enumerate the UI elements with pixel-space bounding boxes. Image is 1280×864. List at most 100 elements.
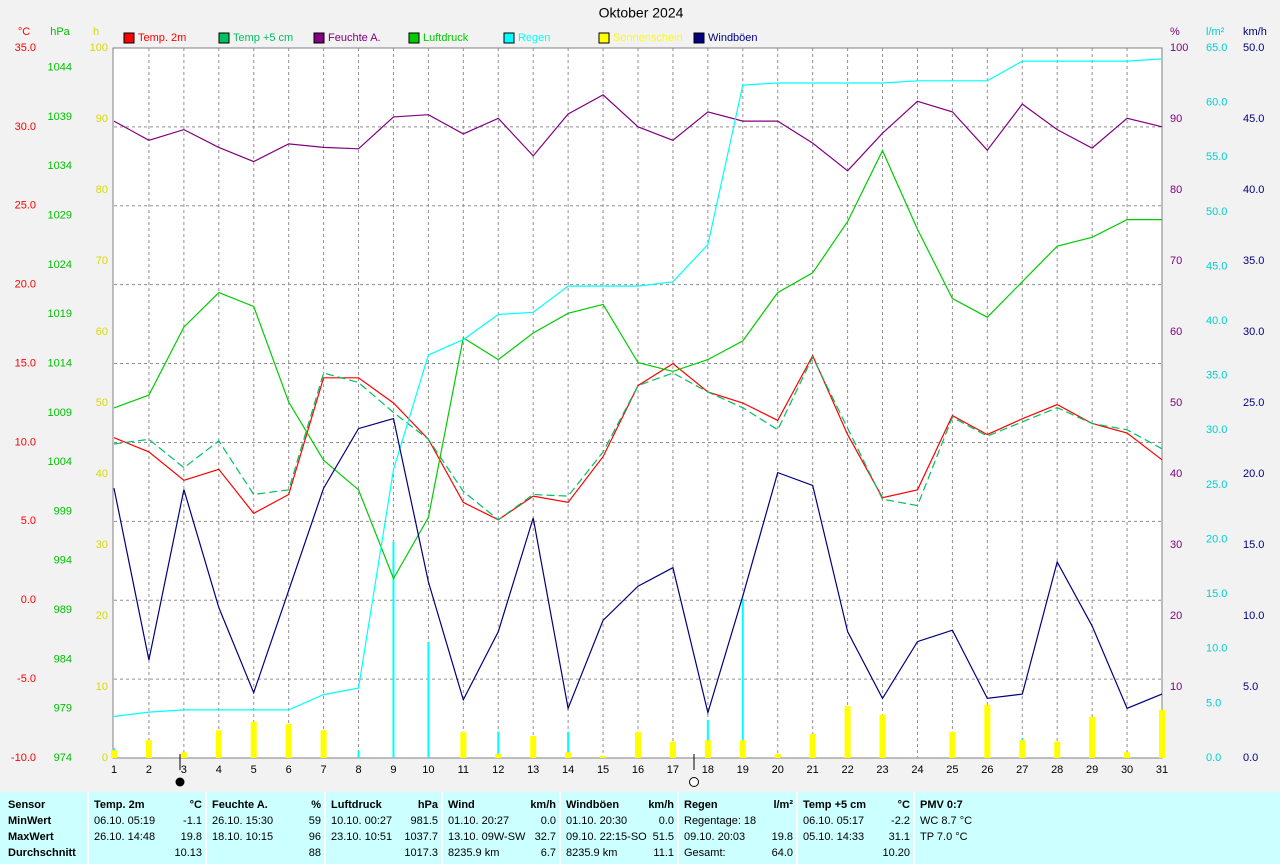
sun-bar (844, 706, 851, 758)
row-value: 1017.3 (404, 847, 438, 859)
row-value: 11.1 (653, 847, 674, 859)
x-tick-label: 9 (390, 764, 396, 776)
y-tick-label: 5.0 (21, 515, 36, 527)
series-line (113, 417, 1163, 715)
legend-swatch (123, 32, 135, 44)
y-tick-label: 35.0 (1206, 370, 1227, 382)
moon-new (175, 777, 185, 787)
y-tick-label: 994 (54, 555, 72, 567)
legend-label: Sonnenschein (613, 32, 683, 44)
x-tick-label: 27 (1016, 764, 1028, 776)
legend-swatch (313, 32, 325, 44)
column-unit: km/h (648, 799, 674, 811)
y-tick-label: 25.0 (15, 200, 36, 212)
sun-bar (984, 704, 991, 758)
sun-bar (250, 721, 257, 758)
y-tick-label: 80 (1170, 184, 1182, 196)
row-value: 19.8 (772, 831, 793, 843)
y-tick-label: 10.0 (1243, 610, 1264, 622)
row-label: Regentage: 18 (684, 815, 756, 827)
y-tick-label: 25.0 (1243, 397, 1264, 409)
y-tick-label: 1044 (48, 62, 72, 74)
y-tick-label: 60 (1170, 326, 1182, 338)
row-label: 05.10. 14:33 (803, 831, 864, 843)
series-line (113, 94, 1163, 172)
series-line (113, 354, 1163, 521)
y-tick-label: 20 (96, 610, 108, 622)
row-value: 51.5 (653, 831, 674, 843)
row-label: 01.10. 20:30 (566, 815, 627, 827)
sun-bar (1124, 752, 1131, 758)
row-value: 88 (309, 847, 321, 859)
y-tick-label: 984 (54, 653, 72, 665)
x-tick-label: 19 (737, 764, 749, 776)
legend-label: Temp. 2m (138, 32, 186, 44)
y-tick-label: 90 (96, 113, 108, 125)
row-label: 10.10. 00:27 (331, 815, 392, 827)
row-value: 96 (309, 831, 321, 843)
y-tick-label: 100 (90, 42, 108, 54)
y-tick-label: 5.0 (1243, 681, 1258, 693)
y-tick-label: 30 (1170, 539, 1182, 551)
y-tick-label: 1034 (48, 160, 72, 172)
column-unit: °C (898, 799, 910, 811)
y-tick-label: 35.0 (1243, 255, 1264, 267)
axis-unit: °C (18, 26, 30, 38)
x-tick-label: 20 (772, 764, 784, 776)
column-unit: hPa (418, 799, 439, 811)
y-tick-label: 1004 (48, 456, 72, 468)
x-tick-label: 22 (841, 764, 853, 776)
row-value: 0.0 (659, 815, 674, 827)
row-value: 981.5 (410, 815, 438, 827)
row-value: 1037.7 (404, 831, 438, 843)
axis-unit: l/m² (1206, 26, 1225, 38)
y-tick-label: 0 (102, 752, 108, 764)
y-tick-label: 40 (96, 468, 108, 480)
series-line (113, 355, 1163, 521)
column-title: Regen (684, 799, 718, 811)
chart-title: Oktober 2024 (599, 5, 684, 21)
x-tick-label: 2 (146, 764, 152, 776)
row-value: -2.2 (891, 815, 910, 827)
y-tick-label: -10.0 (11, 752, 36, 764)
x-tick-label: 30 (1121, 764, 1133, 776)
stats-background (0, 792, 1280, 864)
row-value: 10.13 (174, 847, 202, 859)
y-tick-label: 10.0 (15, 436, 36, 448)
x-tick-label: 14 (562, 764, 574, 776)
row-value: 0.0 (541, 815, 556, 827)
sun-bar (704, 740, 711, 758)
y-tick-label: 10.0 (1206, 643, 1227, 655)
legend-label: Temp +5 cm (233, 32, 293, 44)
y-tick-label: 15.0 (1206, 588, 1227, 600)
legend-swatch (218, 32, 230, 44)
row-label: MaxWert (8, 831, 54, 843)
column-title: Feuchte A. (212, 799, 268, 811)
y-tick-label: 974 (54, 752, 72, 764)
column-title: Luftdruck (331, 799, 383, 811)
y-tick-label: 60.0 (1206, 97, 1227, 109)
y-tick-label: 10 (96, 681, 108, 693)
y-tick-label: 35.0 (15, 42, 36, 54)
rain-bar (357, 750, 360, 758)
rain-bar (427, 642, 430, 758)
y-tick-label: 1019 (48, 308, 72, 320)
legend-swatch (408, 32, 420, 44)
y-tick-label: 30.0 (1243, 326, 1264, 338)
row-label: TP 7.0 °C (920, 831, 968, 843)
y-tick-label: 15.0 (15, 357, 36, 369)
sun-bar (600, 755, 607, 758)
row-label: 26.10. 15:30 (212, 815, 273, 827)
sun-bar (145, 740, 152, 758)
y-tick-label: 20.0 (15, 279, 36, 291)
y-tick-label: 25.0 (1206, 479, 1227, 491)
row-value: 31.1 (889, 831, 910, 843)
rain-bar (497, 731, 500, 758)
y-tick-label: 80 (96, 184, 108, 196)
sun-bar (949, 731, 956, 758)
y-tick-label: 30.0 (1206, 424, 1227, 436)
sun-bar (215, 730, 222, 758)
legend-label: Regen (518, 32, 550, 44)
x-tick-label: 24 (911, 764, 923, 776)
